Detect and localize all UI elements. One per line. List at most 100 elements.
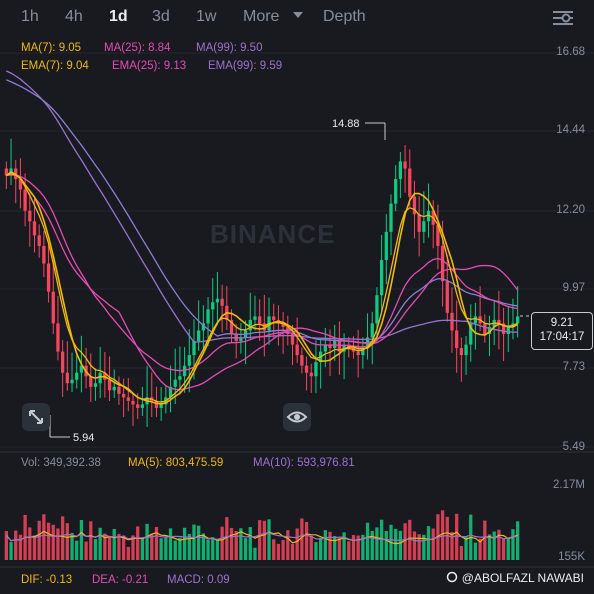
candle-body bbox=[178, 376, 182, 380]
volume-bar bbox=[154, 527, 159, 560]
volume-bar bbox=[103, 533, 107, 560]
candle-body bbox=[117, 386, 121, 394]
settings-icon[interactable] bbox=[552, 9, 574, 27]
volume-bar bbox=[32, 535, 37, 560]
candle-body bbox=[253, 316, 257, 320]
threads-icon bbox=[447, 571, 458, 583]
tab-3d[interactable]: 3d bbox=[152, 8, 170, 25]
candle-body bbox=[337, 341, 342, 352]
volume-bar bbox=[267, 519, 271, 560]
candle-body bbox=[398, 161, 403, 180]
volume-bar bbox=[9, 542, 13, 560]
volume-bar bbox=[4, 531, 8, 560]
candle-body bbox=[361, 348, 365, 356]
current-price-box: 9.21 17:04:17 bbox=[531, 312, 593, 350]
volume-bar bbox=[398, 530, 403, 560]
volume-bar bbox=[487, 534, 492, 560]
more-dropdown[interactable]: More bbox=[243, 8, 304, 26]
volume-bar bbox=[206, 539, 210, 560]
volume-bar bbox=[295, 528, 299, 560]
volume-bar bbox=[342, 532, 346, 560]
volume-bar bbox=[126, 546, 130, 560]
candle-body bbox=[309, 372, 313, 377]
volume-bar bbox=[276, 543, 281, 560]
candle-body bbox=[192, 341, 196, 356]
volume-bar bbox=[60, 516, 65, 560]
volume-bar bbox=[262, 520, 266, 560]
volume-bar bbox=[253, 547, 257, 560]
volume-axis-label: 155K bbox=[558, 551, 585, 563]
candle-body bbox=[70, 379, 74, 384]
visibility-toggle-button[interactable] bbox=[283, 403, 311, 431]
volume-bar bbox=[258, 520, 262, 560]
volume-bar bbox=[159, 538, 163, 560]
volume-bar bbox=[473, 542, 478, 560]
volume-bar bbox=[117, 533, 121, 560]
volume-bar bbox=[145, 523, 149, 560]
volume-bar bbox=[459, 545, 464, 560]
candle-body bbox=[295, 344, 299, 356]
candle-body bbox=[239, 337, 243, 342]
volume-bar bbox=[234, 531, 238, 560]
candle-body bbox=[272, 316, 276, 320]
tab-4h[interactable]: 4h bbox=[65, 8, 83, 25]
candle-body bbox=[42, 245, 46, 264]
author-credit: @ABOLFAZL NAWABI bbox=[446, 571, 584, 585]
candle-body bbox=[89, 376, 93, 387]
tab-1h[interactable]: 1h bbox=[21, 8, 39, 25]
volume-bar bbox=[136, 526, 140, 560]
volume-bar bbox=[351, 535, 356, 560]
volume-bar bbox=[379, 519, 384, 560]
candle-body bbox=[258, 316, 262, 324]
volume-bar bbox=[422, 534, 426, 560]
volume-bar bbox=[131, 535, 135, 560]
candle-body bbox=[28, 210, 32, 222]
chevron-down-icon bbox=[292, 12, 303, 18]
volume-bar bbox=[464, 536, 468, 560]
tab-1d[interactable]: 1d bbox=[109, 8, 128, 25]
price-axis-label: 7.73 bbox=[562, 361, 585, 373]
price-axis-label: 14.44 bbox=[556, 124, 585, 136]
volume-bar bbox=[215, 539, 220, 560]
volume-ma10-legend: MA(10): 593,976.81 bbox=[253, 457, 355, 469]
volume-bar bbox=[84, 541, 88, 560]
volume-bar bbox=[239, 528, 243, 560]
ema99-legend: EMA(99): 9.59 bbox=[208, 60, 283, 72]
volume-bar bbox=[408, 519, 412, 560]
ma99-line bbox=[6, 70, 518, 343]
candle-body bbox=[375, 295, 379, 324]
volume-bar bbox=[356, 535, 360, 560]
candle-body bbox=[56, 323, 60, 352]
volume-bar bbox=[426, 526, 431, 560]
candle-body bbox=[328, 344, 332, 349]
candle-body bbox=[304, 365, 309, 373]
candle-body bbox=[140, 404, 145, 408]
volume-bar bbox=[384, 530, 388, 560]
volume-bar bbox=[309, 535, 313, 560]
volume-bar bbox=[492, 531, 496, 560]
volume-bar bbox=[272, 539, 276, 560]
volume-bar bbox=[140, 538, 145, 560]
volume-bar bbox=[168, 528, 173, 560]
candle-body bbox=[32, 221, 37, 236]
candle-body bbox=[403, 161, 407, 169]
volume-bar bbox=[516, 521, 520, 560]
tab-1w[interactable]: 1w bbox=[196, 8, 217, 25]
candle-body bbox=[187, 355, 191, 366]
ema25-legend: EMA(25): 9.13 bbox=[112, 60, 187, 72]
volume-bar bbox=[229, 527, 234, 560]
volume-bar bbox=[178, 537, 182, 560]
volume-bar bbox=[197, 525, 201, 560]
tab-depth[interactable]: Depth bbox=[323, 8, 366, 25]
candle-body bbox=[211, 302, 215, 310]
candle-body bbox=[159, 404, 163, 408]
candle-body bbox=[197, 330, 201, 342]
volume-bar bbox=[375, 527, 379, 560]
candle-body bbox=[65, 372, 69, 384]
volume-bar bbox=[89, 521, 93, 560]
ema99-line bbox=[6, 79, 518, 344]
expand-button[interactable] bbox=[22, 403, 50, 431]
candle-body bbox=[417, 214, 421, 232]
candle-body bbox=[131, 400, 135, 405]
